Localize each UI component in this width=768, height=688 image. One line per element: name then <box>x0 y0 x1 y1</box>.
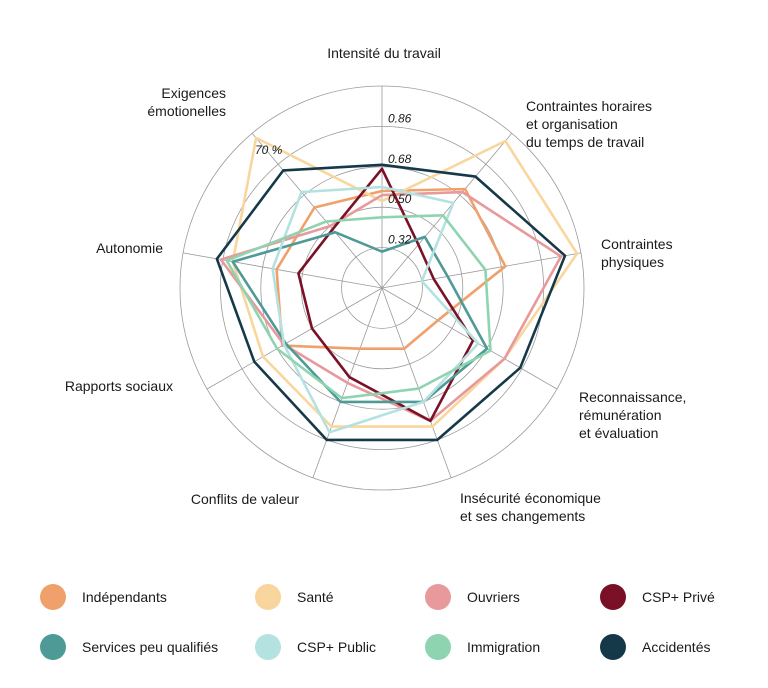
grid-spoke-9 <box>251 133 383 289</box>
series-4-line <box>297 167 475 423</box>
axis-label-7-line-1: Rapports sociaux <box>65 378 173 394</box>
axis-label-6: Conflits de valeur <box>191 491 300 507</box>
grid-spoke-4 <box>381 287 558 390</box>
axis-label-3: Contraintes physiques <box>601 236 673 270</box>
axis-label-2-line-2: et organisation <box>526 116 618 132</box>
axis-label-2-line-3: du temps de travail <box>526 134 644 150</box>
axis-label-3-line-1: Contraintes <box>601 236 673 252</box>
axis-label-6-line-1: Conflits de valeur <box>191 491 300 507</box>
axis-label-3-line-2: physiques <box>601 254 664 270</box>
axis-label-4-line-3: et évaluation <box>579 425 658 441</box>
tick-label-1: 0.32 <box>388 233 412 247</box>
tick-label-4: 0.86 <box>388 111 412 125</box>
grid-spoke-7 <box>206 287 383 390</box>
axis-label-9-line-1: Exigences <box>161 85 226 101</box>
axis-label-1-line-1: Intensité du travail <box>327 45 441 61</box>
tick-label-2: 0.50 <box>388 192 412 206</box>
axis-label-2: Contraintes horaires et organisation du te… <box>526 98 652 150</box>
radar-series-layer <box>215 136 579 442</box>
axis-label-4-line-2: rémunération <box>579 407 662 423</box>
series-2-line <box>231 136 579 428</box>
axis-label-9: Exigences émotionelles <box>147 85 226 119</box>
axis-label-9-line-2: émotionelles <box>147 103 226 119</box>
series-5-line <box>231 231 489 404</box>
radar-axis-label-layer: Intensité du travail Contraintes horaires… <box>65 45 687 524</box>
grid-spoke-3 <box>381 252 581 289</box>
axis-label-8-line-1: Autonomie <box>96 240 163 256</box>
radar-tick-layer: 0.32 0.50 0.68 0.86 70 % <box>255 111 412 246</box>
axis-label-5-line-1: Insécurité économique <box>460 490 601 506</box>
series-1-line <box>275 187 507 351</box>
axis-label-4: Reconnaissance, rémunération et évaluation <box>579 389 686 441</box>
grid-spoke-5 <box>381 287 452 478</box>
axis-label-7: Rapports sociaux <box>65 378 173 394</box>
axis-label-5-line-2: et ses changements <box>460 508 585 524</box>
series-6-line <box>271 185 480 434</box>
tick-label-3: 0.68 <box>388 152 412 166</box>
series-7-line <box>225 214 492 400</box>
axis-label-2-line-1: Contraintes horaires <box>526 98 652 114</box>
extra-label: 70 % <box>255 143 283 157</box>
axis-label-1: Intensité du travail <box>327 45 441 61</box>
axis-label-4-line-1: Reconnaissance, <box>579 389 686 405</box>
grid-spoke-2 <box>381 133 513 289</box>
axis-label-8: Autonomie <box>96 240 163 256</box>
series-8-line <box>215 163 567 442</box>
axis-label-5: Insécurité économique et ses changements <box>460 490 601 524</box>
